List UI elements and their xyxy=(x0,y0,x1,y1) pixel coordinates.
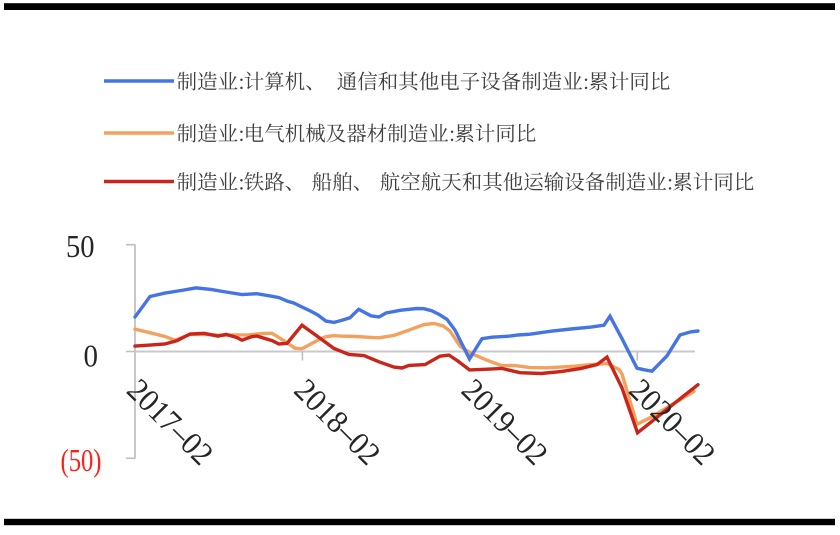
svg-text:50: 50 xyxy=(66,228,95,264)
svg-text:2018–02: 2018–02 xyxy=(288,371,388,471)
svg-text:(50): (50) xyxy=(61,442,102,478)
svg-text:0: 0 xyxy=(84,337,99,373)
svg-text:2019–02: 2019–02 xyxy=(455,371,555,471)
